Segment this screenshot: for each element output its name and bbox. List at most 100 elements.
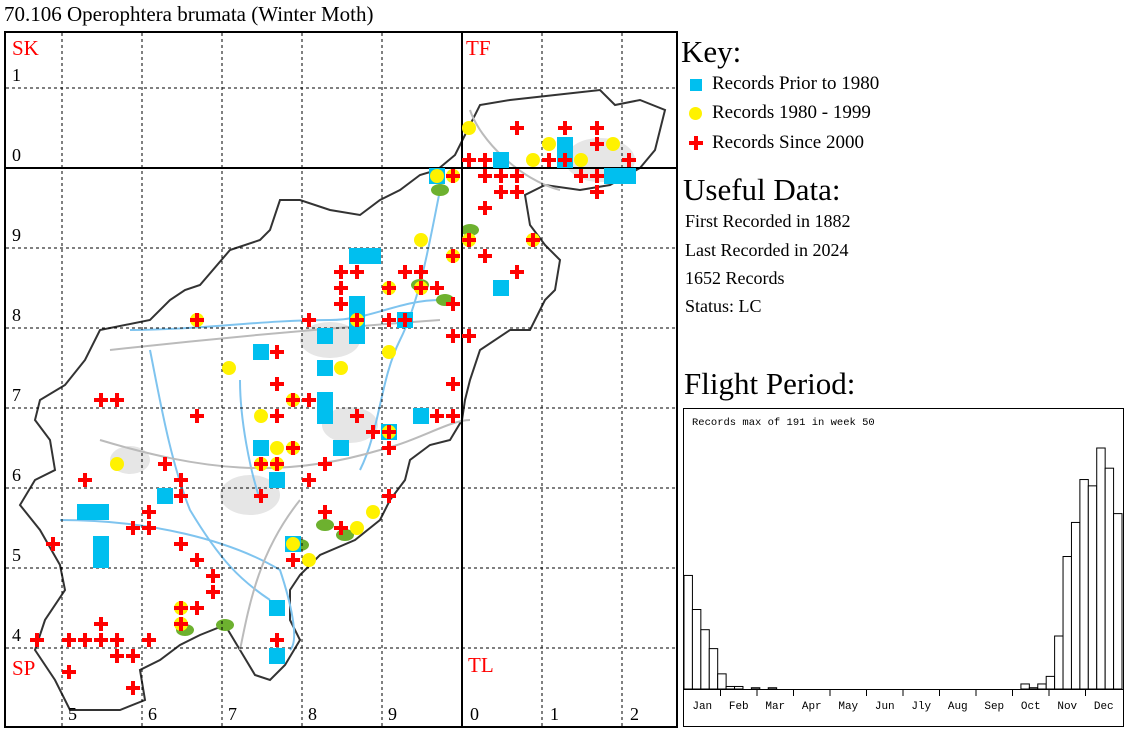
record-since-2000-marker: [510, 169, 524, 183]
record-since-2000-marker: [190, 553, 204, 567]
grid-col-label: 9: [388, 704, 397, 724]
red-plus-icon: [689, 136, 703, 150]
useful-data-heading: Useful Data:: [683, 172, 841, 207]
month-label: Mar: [765, 701, 785, 713]
record-1980-1999-marker: [366, 505, 380, 519]
record-1980-1999-marker: [382, 345, 396, 359]
record-since-2000-marker: [206, 569, 220, 583]
record-since-2000-marker: [478, 153, 492, 167]
month-label: Dec: [1094, 701, 1114, 713]
record-since-2000-marker: [254, 457, 268, 471]
week-bar: [1020, 683, 1030, 690]
grid-col-label: 1: [550, 704, 559, 724]
grid-letter-sk: SK: [12, 36, 39, 60]
record-1980-1999-marker: [302, 553, 316, 567]
yellow-circle-icon: [689, 107, 702, 120]
record-since-2000-marker: [510, 185, 524, 199]
record-since-2000-marker: [270, 633, 284, 647]
blue-square-icon: [690, 79, 702, 91]
record-since-2000-marker: [622, 153, 636, 167]
record-since-2000-marker: [446, 377, 460, 391]
grid-row-label: 9: [12, 225, 21, 245]
week-bar: [1037, 683, 1047, 690]
record-since-2000-marker: [126, 649, 140, 663]
month-label: Nov: [1057, 701, 1077, 713]
record-1980-1999-marker: [462, 121, 476, 135]
record-since-2000-marker: [174, 473, 188, 487]
chart-frame: [683, 408, 1124, 727]
record-prior-1980-marker: [333, 440, 349, 456]
month-label: Jun: [875, 701, 895, 713]
grid-row-label: 1: [12, 65, 21, 85]
record-since-2000-marker: [558, 153, 572, 167]
record-since-2000-marker: [382, 425, 396, 439]
month-label: Jan: [692, 701, 712, 713]
record-prior-1980-marker: [317, 328, 333, 344]
record-since-2000-marker: [510, 121, 524, 135]
record-prior-1980-marker: [557, 137, 573, 153]
record-since-2000-marker: [142, 521, 156, 535]
grid-row-label: 0: [12, 145, 21, 165]
flight-period-heading: Flight Period:: [684, 366, 856, 401]
record-since-2000-marker: [334, 297, 348, 311]
grid-col-label: 6: [148, 704, 157, 724]
record-1980-1999-marker: [254, 409, 268, 423]
record-since-2000-marker: [430, 409, 444, 423]
record-prior-1980-marker: [365, 248, 381, 264]
week-bar: [1028, 687, 1039, 690]
record-prior-1980-marker: [620, 168, 636, 184]
record-since-2000-marker: [382, 489, 396, 503]
record-1980-1999-marker: [334, 361, 348, 375]
woodland: [316, 519, 334, 531]
status: Status: LC: [685, 296, 762, 316]
record-since-2000-marker: [462, 329, 476, 343]
record-since-2000-marker: [190, 409, 204, 423]
record-since-2000-marker: [478, 169, 492, 183]
record-prior-1980-marker: [269, 472, 285, 488]
record-1980-1999-marker: [222, 361, 236, 375]
road: [109, 319, 441, 351]
week-bar: [1113, 513, 1123, 690]
chart-title: Records max of 191 in week 50: [692, 417, 875, 429]
record-prior-1980-marker: [253, 344, 269, 360]
page-title: 70.106 Operophtera brumata (Winter Moth): [4, 2, 374, 26]
record-1980-1999-marker: [574, 153, 588, 167]
grid-row-label: 6: [12, 465, 21, 485]
record-since-2000-marker: [302, 393, 316, 407]
record-since-2000-marker: [142, 633, 156, 647]
record-since-2000-marker: [254, 489, 268, 503]
record-since-2000-marker: [302, 313, 316, 327]
woodland: [216, 619, 234, 631]
record-since-2000-marker: [590, 121, 604, 135]
grid-letter-tf: TF: [466, 36, 491, 60]
record-since-2000-marker: [382, 313, 396, 327]
record-since-2000-marker: [158, 457, 172, 471]
record-since-2000-marker: [590, 169, 604, 183]
last-recorded: Last Recorded in 2024: [685, 240, 849, 260]
week-bar: [700, 629, 710, 690]
record-since-2000-marker: [174, 489, 188, 503]
record-since-2000-marker: [382, 281, 396, 295]
record-since-2000-marker: [270, 457, 284, 471]
record-prior-1980-marker: [349, 328, 365, 344]
record-since-2000-marker: [590, 137, 604, 151]
record-since-2000-marker: [110, 633, 124, 647]
week-bar: [717, 673, 727, 690]
record-since-2000-marker: [174, 537, 188, 551]
record-since-2000-marker: [350, 313, 364, 327]
record-since-2000-marker: [302, 473, 316, 487]
record-since-2000-marker: [206, 585, 220, 599]
record-since-2000-marker: [446, 169, 460, 183]
record-since-2000-marker: [62, 633, 76, 647]
record-prior-1980-marker: [317, 408, 333, 424]
record-since-2000-marker: [270, 409, 284, 423]
key-item-1980-1999: Records 1980 - 1999: [712, 102, 871, 123]
record-since-2000-marker: [334, 265, 348, 279]
record-prior-1980-marker: [93, 552, 109, 568]
record-since-2000-marker: [78, 473, 92, 487]
record-since-2000-marker: [286, 553, 300, 567]
month-label: Jly: [911, 701, 931, 713]
record-since-2000-marker: [190, 313, 204, 327]
record-1980-1999-marker: [430, 169, 444, 183]
